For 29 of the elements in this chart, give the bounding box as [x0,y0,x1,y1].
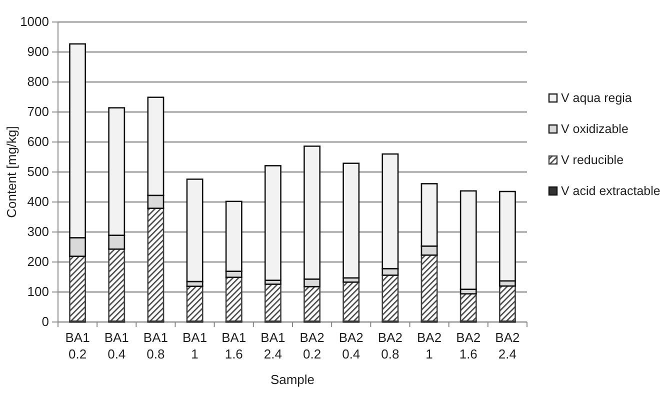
y-tick-label: 800 [27,74,49,90]
x-tick-label: BA2 1 [417,330,442,362]
x-tick-label: BA2 1.6 [456,330,481,362]
legend-label: V oxidizable [561,122,628,136]
x-tick-label: BA2 0.8 [378,330,402,362]
y-tick-label: 100 [27,284,49,300]
y-tick-label: 200 [27,254,49,270]
x-tick-label: BA2 2.4 [495,330,520,362]
x-tick-label: BA1 0.2 [65,330,90,362]
legend-label: V aqua regia [561,91,632,105]
x-tick-label: BA2 0.2 [300,330,324,362]
x-axis-title: Sample [270,372,315,387]
x-tick-label: BA1 1 [182,330,208,362]
y-tick-label: 0 [42,314,49,330]
y-tick-label: 300 [27,224,49,240]
x-tick-label: BA1 0.4 [104,330,129,362]
y-tick-label: 400 [27,194,49,210]
x-tick-label: BA2 0.4 [338,330,364,362]
y-tick-label: 500 [27,164,49,180]
legend-label: V acid extractable [561,184,660,198]
legend-label: V reducible [561,153,624,167]
x-tick-label: BA1 1.6 [222,330,246,362]
x-tick-label: BA1 0.8 [143,330,168,362]
y-axis-title: Content [mg/kg] [4,126,19,218]
y-tick-label: 600 [27,134,49,150]
y-tick-label: 1000 [20,14,49,30]
y-tick-label: 700 [27,104,49,120]
y-tick-label: 900 [27,44,49,60]
x-tick-label: BA1 2.4 [260,330,286,362]
